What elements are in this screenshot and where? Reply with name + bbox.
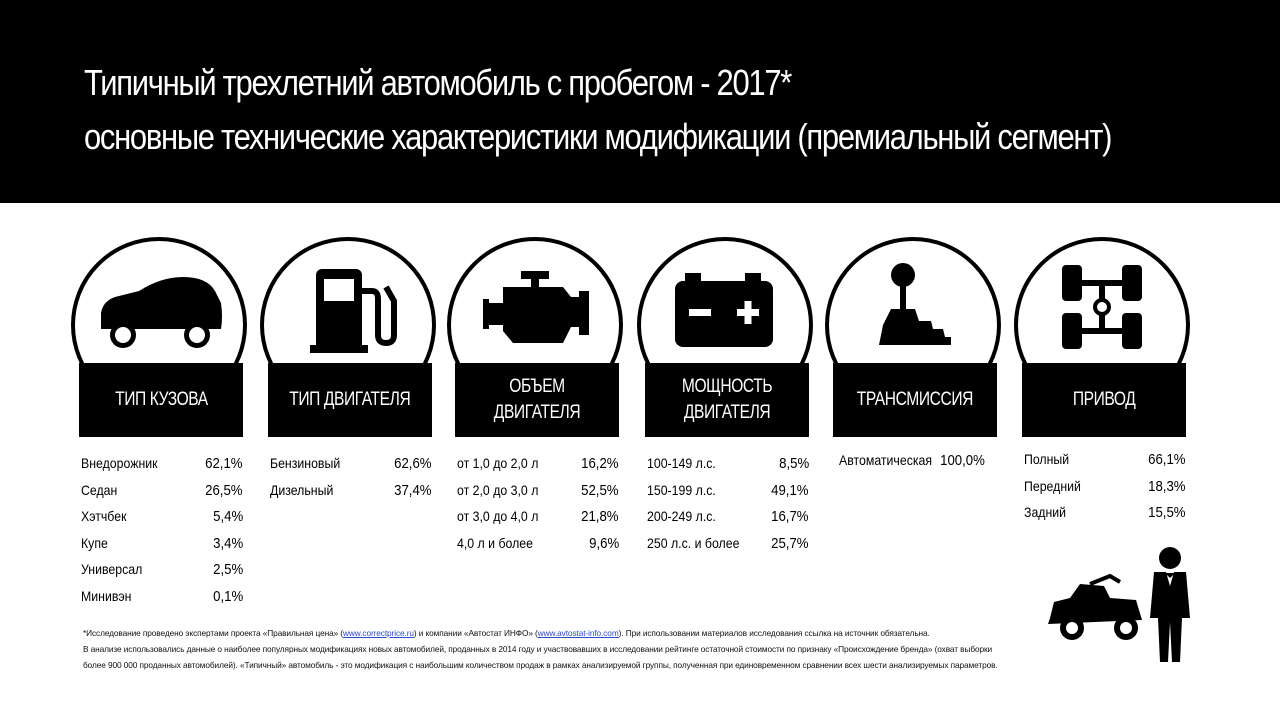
stats-list: 100-149 л.с. 8,5% 150-199 л.с. 49,1% 200-2… [645, 455, 809, 561]
stats-list: Полный 66,1% Передний 18,3% Задний 15,5% [1022, 451, 1186, 535]
stats-list: Внедорожник 62,1% Седан 26,5% Хэтчбек 5,4% … [79, 455, 243, 615]
footnote-line-2: В анализе использовались данные о наибол… [83, 644, 993, 654]
car-icon [101, 277, 222, 348]
list-item: Передний 18,3% [1024, 477, 1186, 495]
list-item: Купе 3,4% [81, 534, 243, 552]
list-item: Бензиновый 62,6% [270, 455, 432, 472]
page-title: Типичный трехлетний автомобиль с пробего… [84, 62, 792, 103]
stats-list: от 1,0 до 2,0 л 16,2% от 2,0 до 3,0 л 52,5… [455, 455, 619, 561]
list-item: 100-149 л.с. 8,5% [647, 455, 809, 472]
list-item: Внедорожник 62,1% [81, 455, 243, 472]
column-label: ОБЪЕМ ДВИГАТЕЛЯ [455, 363, 619, 437]
stats-list: Бензиновый 62,6% Дизельный 37,4% [268, 455, 432, 508]
column-label: ТИП КУЗОВА [79, 363, 243, 437]
list-item: Дизельный 37,4% [270, 481, 432, 499]
list-item: 4,0 л и более 9,6% [457, 534, 619, 552]
list-item: от 2,0 до 3,0 л 52,5% [457, 481, 619, 499]
correctprice-link[interactable]: www.correctprice.ru [342, 628, 414, 638]
list-item: Автоматическая 100,0% [839, 452, 985, 469]
footnote-line-3: более 900 000 проданных автомобилей). «Т… [83, 660, 998, 670]
list-item: 200-249 л.с. 16,7% [647, 508, 809, 526]
list-item: Задний 15,5% [1024, 504, 1186, 522]
gear-shift-icon [879, 263, 951, 345]
engine-icon [483, 271, 589, 343]
list-item: от 1,0 до 2,0 л 16,2% [457, 455, 619, 472]
page-subtitle: основные технические характеристики моди… [84, 116, 1112, 157]
list-item: Хэтчбек 5,4% [81, 508, 243, 526]
list-item: 150-199 л.с. 49,1% [647, 481, 809, 499]
list-item: Универсал 2,5% [81, 561, 243, 579]
column-label: МОЩНОСТЬ ДВИГАТЕЛЯ [645, 363, 809, 437]
list-item: Полный 66,1% [1024, 451, 1186, 468]
battery-icon [675, 273, 773, 347]
drivetrain-icon [1062, 265, 1142, 349]
list-item: от 3,0 до 4,0 л 21,8% [457, 508, 619, 526]
avtostat-link[interactable]: www.avtostat-info.com [537, 628, 619, 638]
footnote-line-1: *Исследование проведено экспертами проек… [83, 628, 930, 638]
list-item: 250 л.с. и более 25,7% [647, 534, 809, 552]
column-label: ТИП ДВИГАТЕЛЯ [268, 363, 432, 437]
list-item: Седан 26,5% [81, 481, 243, 499]
fuel-pump-icon [310, 269, 397, 353]
list-item: Минивэн 0,1% [81, 587, 243, 605]
column-label: ПРИВОД [1022, 363, 1186, 437]
header-banner: Типичный трехлетний автомобиль с пробего… [0, 0, 1280, 203]
stats-list: Автоматическая 100,0% [833, 452, 997, 482]
valet-with-car-icon [1048, 547, 1190, 662]
column-label: ТРАНСМИССИЯ [833, 363, 997, 437]
